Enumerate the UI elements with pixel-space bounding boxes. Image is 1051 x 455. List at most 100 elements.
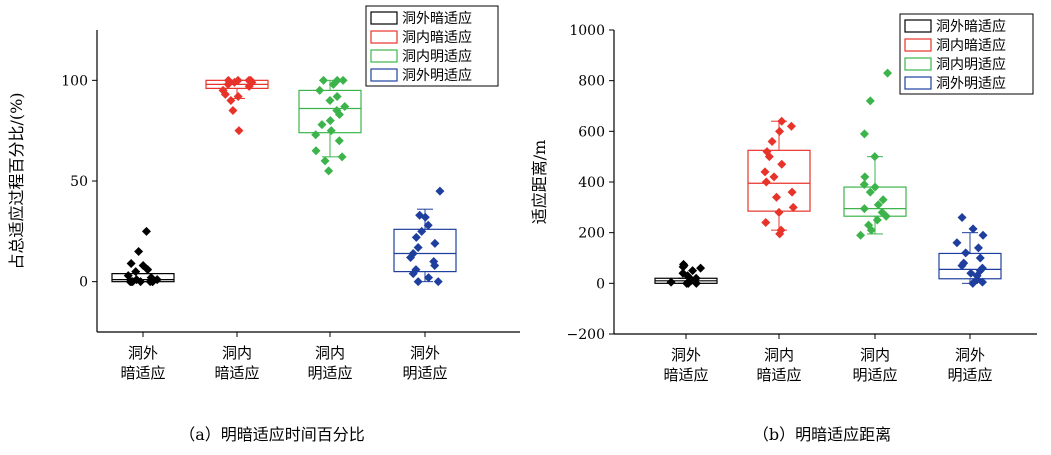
series-2 — [747, 116, 811, 239]
data-point — [978, 230, 988, 240]
data-point — [774, 207, 784, 217]
x-tick-label: 暗适应 — [756, 366, 801, 384]
data-point — [973, 243, 983, 253]
legend-swatch — [904, 76, 932, 90]
data-point — [413, 242, 423, 252]
x-tick-label: 暗适应 — [663, 366, 708, 384]
data-point — [761, 177, 771, 187]
legend-swatch — [370, 11, 398, 25]
data-point — [319, 75, 329, 85]
data-point — [865, 187, 875, 197]
data-point — [332, 91, 342, 101]
data-point — [767, 136, 777, 146]
data-point — [244, 75, 254, 85]
y-tick-label: 1000 — [569, 23, 605, 39]
data-point — [775, 126, 785, 136]
legend-label: 洞内明适应 — [936, 56, 1006, 73]
data-point — [859, 180, 869, 190]
data-point — [873, 200, 883, 210]
legend-label: 洞内明适应 — [402, 48, 472, 65]
legend-swatch — [370, 49, 398, 63]
data-point — [872, 215, 882, 225]
data-point — [334, 136, 344, 146]
data-point — [952, 238, 962, 248]
legend-swatch — [904, 19, 932, 33]
data-point — [678, 268, 688, 278]
data-point — [864, 220, 874, 230]
data-point — [134, 246, 144, 256]
data-point — [320, 156, 330, 166]
data-point — [415, 210, 425, 220]
x-tick-label: 明适应 — [947, 366, 992, 384]
data-point — [865, 96, 875, 106]
data-point — [786, 121, 796, 131]
data-point — [141, 226, 151, 236]
data-point — [126, 259, 136, 269]
legend-label: 洞外明适应 — [402, 67, 472, 84]
data-point — [435, 186, 445, 196]
legend-label: 洞外暗适应 — [402, 10, 472, 27]
chart-panel-b: −20002004006008001000适应距离/m洞外暗适应洞内暗适应洞内明… — [530, 13, 1037, 444]
y-tick-label: 200 — [578, 226, 605, 242]
data-point — [123, 271, 133, 281]
x-tick-label: 洞外 — [955, 346, 985, 364]
data-point — [131, 267, 141, 277]
data-point — [324, 166, 334, 176]
data-point — [777, 116, 787, 126]
data-point — [326, 126, 336, 136]
x-tick-label: 暗适应 — [214, 364, 259, 382]
data-point — [772, 192, 782, 202]
data-point — [424, 273, 434, 283]
data-point — [233, 75, 243, 85]
data-point — [961, 248, 971, 258]
data-point — [666, 277, 676, 287]
data-point — [226, 95, 236, 105]
x-tick-label: 明适应 — [852, 366, 897, 384]
data-point — [233, 91, 243, 101]
chart-panel-a: 050100占总适应过程百分比/(%)洞外暗适应洞内暗适应洞内明适应洞外明适应洞… — [7, 5, 520, 444]
data-point — [878, 195, 888, 205]
data-point — [338, 75, 348, 85]
x-tick-label: 明适应 — [307, 364, 352, 382]
data-point — [975, 253, 985, 263]
legend-label: 洞外明适应 — [936, 75, 1006, 92]
data-point — [132, 275, 142, 285]
data-point — [959, 258, 969, 268]
data-point — [860, 172, 870, 182]
data-point — [761, 218, 771, 228]
data-point — [769, 172, 779, 182]
legend-swatch — [904, 38, 932, 52]
data-point — [325, 95, 335, 105]
data-point — [430, 238, 440, 248]
x-tick-label: 洞外 — [671, 346, 701, 364]
data-point — [957, 212, 967, 222]
y-tick-label: 800 — [578, 74, 605, 90]
legend-label: 洞外暗适应 — [936, 18, 1006, 35]
data-point — [317, 120, 327, 130]
data-point — [429, 257, 439, 267]
panel-caption: （b）明暗适应距离 — [753, 425, 891, 444]
data-point — [870, 152, 880, 162]
y-tick-label: 600 — [578, 124, 605, 140]
data-point — [859, 204, 869, 214]
data-point — [696, 263, 706, 273]
data-point — [691, 273, 701, 283]
data-point — [856, 230, 866, 240]
data-point — [859, 129, 869, 139]
data-point — [760, 167, 770, 177]
legend-swatch — [904, 57, 932, 71]
y-axis-label: 适应距离/m — [530, 140, 549, 225]
series-4 — [938, 212, 1002, 288]
data-point — [870, 182, 880, 192]
series-3 — [298, 75, 362, 176]
data-point — [228, 106, 238, 116]
x-tick-label: 洞内 — [315, 344, 345, 362]
y-tick-label: 0 — [79, 275, 88, 291]
x-tick-label: 洞外 — [128, 344, 158, 362]
data-point — [688, 266, 698, 276]
data-point — [146, 273, 156, 283]
data-point — [411, 265, 421, 275]
data-point — [776, 225, 786, 235]
data-point — [411, 232, 421, 242]
